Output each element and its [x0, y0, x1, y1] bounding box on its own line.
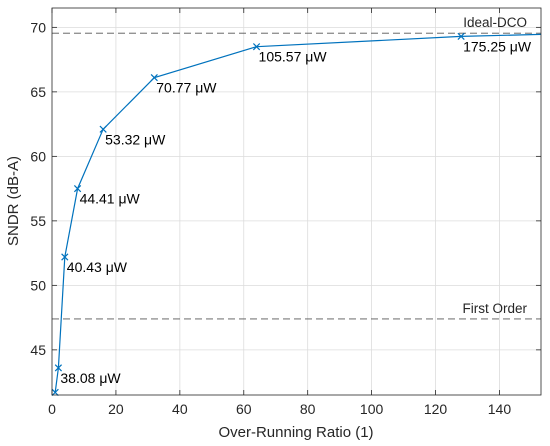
data-point-marker [99, 125, 107, 133]
data-label: 105.57 μW [259, 49, 328, 65]
x-tick-label: 20 [108, 401, 124, 417]
data-point-marker [457, 32, 465, 41]
reference-lines: Ideal-DCO First Order [52, 15, 541, 320]
data-point-marker [150, 74, 158, 82]
data-label: 175.25 μW [463, 38, 532, 54]
plot-background [52, 8, 541, 395]
y-tick-label: 55 [30, 213, 46, 229]
y-tick-label: 50 [30, 277, 46, 293]
x-tick-label: 140 [488, 401, 512, 417]
data-point-marker [61, 253, 69, 261]
x-tick-label: 80 [300, 401, 316, 417]
y-tick-label: 70 [30, 19, 46, 35]
data-label: 38.08 μW [60, 370, 121, 386]
x-tick-label: 0 [48, 401, 56, 417]
data-label: 44.41 μW [80, 191, 141, 207]
x-tick-label: 40 [172, 401, 188, 417]
x-tick-label: 120 [424, 401, 448, 417]
y-tick-label: 45 [30, 342, 46, 358]
data-point-marker [252, 43, 261, 51]
data-label: 40.43 μW [67, 259, 128, 275]
data-labels: 38.08 μW 40.43 μW 44.41 μW 53.32 μW 70.77 μW… [60, 38, 531, 386]
data-label: 53.32 μW [105, 131, 166, 147]
data-point-marker [54, 364, 63, 372]
data-point-marker [51, 388, 59, 397]
data-point-marker [73, 184, 82, 193]
y-axis-title: SNDR (dB-A) [5, 156, 22, 246]
plot-frame [51, 7, 542, 396]
x-tick-label: 60 [236, 401, 252, 417]
x-axis-title: Over-Running Ratio (1) [218, 424, 373, 441]
data-series [51, 32, 542, 397]
reference-line-label: First Order [462, 301, 527, 316]
reference-line-label: Ideal-DCO [463, 15, 527, 30]
axis-ticks: 0 20 40 60 80 100 120 140 45 50 55 60 65 70 [30, 8, 541, 417]
x-tick-label: 100 [360, 401, 384, 417]
y-tick-label: 60 [30, 148, 46, 164]
y-tick-label: 65 [30, 84, 46, 100]
grid [52, 8, 541, 395]
data-label: 70.77 μW [156, 80, 217, 96]
